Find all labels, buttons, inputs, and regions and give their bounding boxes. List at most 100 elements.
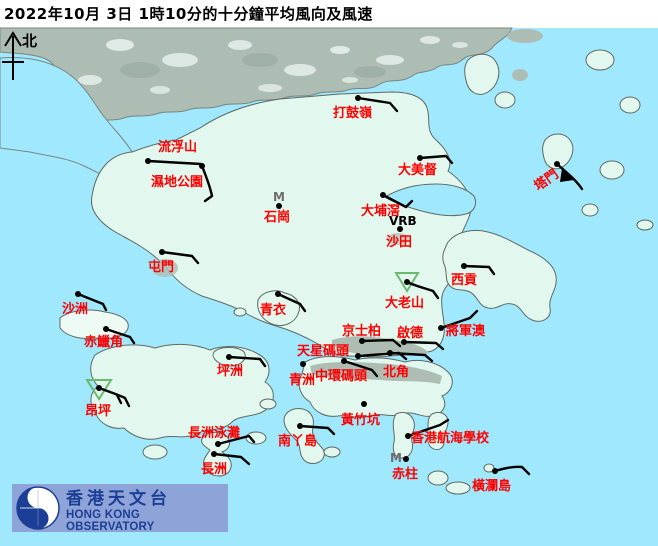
station-label: 赤柱 (392, 466, 418, 482)
station-label: 長洲泳灘 (188, 425, 240, 441)
hko-logo: 香港天文台 HONG KONG OBSERVATORY (12, 484, 228, 533)
station-label: 石崗 (263, 210, 290, 225)
triangle-marker-icon (394, 272, 420, 293)
page-title: 2022年10月 3日 1時10分的十分鐘平均風向及風速 (4, 5, 373, 23)
hko-name-zh: 香港天文台 (66, 488, 171, 509)
station-label: 京士柏 (342, 323, 381, 339)
wind-barb-icon (160, 250, 200, 265)
station-marker-m: M (273, 190, 285, 204)
wind-barb-icon (406, 418, 450, 438)
wind-barb-icon (402, 340, 445, 351)
station-label: 濕地公園 (151, 174, 203, 190)
station-marker-vrb: VRB (389, 214, 417, 228)
wind-barb-icon (104, 327, 136, 345)
station-dot-icon (461, 263, 467, 269)
station-dot-icon (403, 456, 409, 462)
station-dot-icon (275, 291, 281, 297)
station-dot-icon (211, 451, 217, 457)
wind-barb-icon (381, 193, 414, 209)
station-dot-icon (276, 203, 282, 209)
station-tai-po-kau: 大埔滘 (361, 192, 414, 219)
station-peng-chau: 坪洲 (217, 354, 267, 379)
map-sai-kung-peninsula (442, 229, 557, 322)
wind-barb-icon (439, 309, 479, 330)
station-tuen-mun: 屯門 (148, 249, 200, 275)
station-dot-icon (404, 279, 410, 285)
north-arrow: 北 (2, 31, 37, 80)
station-label: 昂坪 (85, 403, 111, 419)
station-label: 橫瀾島 (472, 478, 511, 494)
wind-barb-icon (418, 154, 454, 165)
station-label: 啟德 (397, 325, 423, 341)
station-dot-icon (215, 441, 221, 447)
station-stanley: M赤柱 (390, 451, 418, 482)
station-dot-icon (380, 192, 386, 198)
map-outlying-islands (142, 49, 654, 495)
station-cheung-chau-beach: 長洲泳灘 (188, 425, 256, 447)
map-new-territories (91, 91, 472, 358)
wind-barb-icon (146, 159, 203, 166)
station-dot-icon (297, 423, 303, 429)
station-label: 南丫島 (278, 433, 317, 449)
station-dot-icon (554, 161, 560, 167)
station-wong-chuk-hang: 黃竹坑 (340, 401, 380, 428)
station-marker-m: M (390, 451, 402, 465)
station-label: 香港航海學校 (410, 430, 490, 446)
station-label: 長洲 (201, 462, 227, 477)
station-dot-icon (417, 155, 423, 161)
station-label: 打鼓嶺 (333, 105, 372, 121)
map-stanley-peninsula (392, 411, 415, 459)
wind-barb-icon (216, 434, 256, 446)
station-dot-icon (355, 95, 361, 101)
station-dot-icon (199, 163, 205, 169)
station-kai-tak: 啟德 (397, 325, 445, 351)
station-cheung-chau: 長洲 (201, 451, 251, 477)
station-dot-icon (226, 354, 232, 360)
station-tsing-yi: 青衣 (260, 291, 307, 318)
station-label: 青洲 (289, 372, 315, 388)
station-north-point: 北角 (383, 350, 434, 380)
wind-barb-icon (356, 96, 399, 113)
station-dot-icon (387, 350, 393, 356)
station-label: 沙田 (386, 235, 412, 250)
station-label: 大埔滘 (361, 203, 400, 219)
station-dot-icon (159, 249, 165, 255)
hko-name-en: HONG KONG OBSERVATORY (66, 508, 155, 533)
station-tseung-kwan-o: 將軍澳 (438, 309, 486, 339)
wind-barb-icon (76, 292, 108, 312)
station-sha-chau: 沙洲 (62, 291, 108, 317)
station-chek-lap-kok: 赤鱲角 (84, 326, 136, 350)
station-lamma-island: 南丫島 (278, 423, 336, 449)
station-shek-kong: M 石崗 (263, 190, 290, 225)
station-dot-icon (96, 385, 102, 391)
wind-barb-icon (388, 351, 434, 363)
station-kings-park: 京士柏 (342, 323, 402, 348)
station-label: 將軍澳 (446, 323, 486, 339)
station-dot-icon (397, 226, 403, 232)
station-label: 赤鱲角 (84, 334, 123, 350)
station-sai-kung: 西貢 (451, 263, 496, 288)
station-sha-tin: VRB 沙田 (386, 214, 417, 250)
hko-logo-text: 香港天文台 HONG KONG OBSERVATORY (66, 484, 228, 533)
wind-barb-icon (212, 452, 251, 466)
mainland-texture (78, 36, 468, 94)
station-dot-icon (401, 339, 407, 345)
station-dot-icon (361, 401, 367, 407)
station-tates-cairn: 大老山 (385, 272, 440, 311)
station-dot-icon (145, 158, 151, 164)
station-hk-sea-school: 香港航海學校 (405, 418, 490, 446)
station-dot-icon (355, 353, 361, 359)
map-tolo-harbour (384, 183, 477, 217)
wind-flag-icon (560, 168, 574, 182)
station-label: 屯門 (148, 259, 174, 275)
wind-barb-icon (555, 162, 584, 191)
north-label: 北 (22, 32, 37, 50)
station-dot-icon (103, 326, 109, 332)
station-label: 黃竹坑 (340, 412, 380, 428)
station-label: 青衣 (260, 302, 286, 318)
station-label: 天星碼頭 (297, 344, 350, 359)
station-label: 大美督 (398, 162, 437, 178)
station-green-island: 青洲 (289, 361, 315, 388)
